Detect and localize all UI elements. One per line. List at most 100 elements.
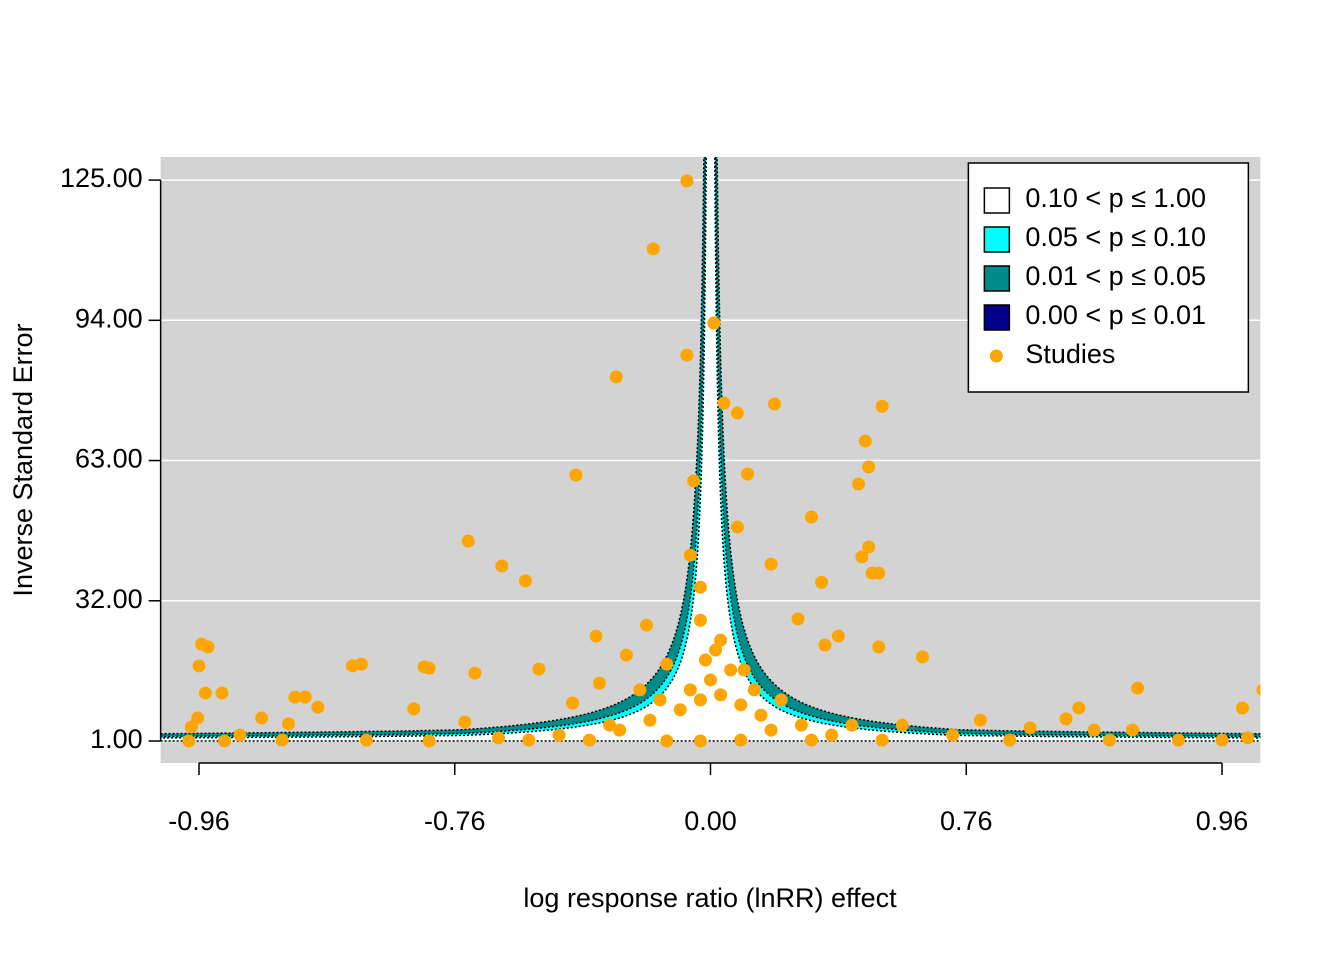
study-point — [1072, 701, 1086, 715]
study-point — [683, 548, 697, 562]
contour-line — [714, 157, 1261, 739]
study-point — [407, 702, 421, 716]
contour-line — [716, 157, 1261, 735]
study-point — [282, 717, 296, 731]
study-point — [673, 703, 687, 717]
study-point — [734, 733, 748, 747]
study-point — [1235, 701, 1249, 715]
study-point — [1131, 681, 1145, 695]
x-axis-label: log response ratio (lnRR) effect — [523, 883, 897, 913]
study-point — [522, 733, 536, 747]
study-point — [815, 575, 829, 589]
study-point — [646, 242, 660, 256]
study-point — [354, 657, 368, 671]
legend-label: 0.01 < p ≤ 0.05 — [1025, 261, 1206, 291]
y-tick-label: 94.00 — [75, 303, 143, 333]
study-point — [495, 559, 509, 573]
study-point — [582, 733, 596, 747]
study-point — [660, 657, 674, 671]
study-point — [704, 673, 717, 687]
study-point — [916, 650, 930, 664]
contour-line — [714, 157, 1261, 738]
study-point — [724, 663, 738, 677]
x-tick-label: -0.96 — [168, 806, 230, 836]
study-point — [255, 711, 269, 725]
study-point — [215, 686, 229, 700]
contour-line — [160, 157, 707, 738]
study-point — [895, 718, 909, 732]
study-point — [737, 663, 751, 677]
y-tick-label: 32.00 — [75, 584, 143, 614]
contour-line — [160, 157, 707, 739]
study-point — [730, 406, 744, 420]
study-point — [613, 723, 627, 737]
study-point — [218, 734, 232, 748]
study-point — [182, 734, 196, 748]
study-point — [818, 638, 832, 652]
legend-swatch — [983, 265, 1011, 292]
study-point — [714, 688, 728, 702]
study-point — [693, 734, 707, 748]
study-point — [609, 370, 623, 384]
study-point — [862, 460, 876, 474]
study-point — [852, 477, 866, 491]
study-point — [422, 734, 436, 748]
study-point — [825, 728, 839, 742]
y-axis-label: Inverse Standard Error — [8, 323, 38, 596]
y-tick-label: 125.00 — [60, 163, 143, 193]
study-point — [1215, 733, 1229, 747]
study-point — [693, 613, 707, 627]
study-point — [1172, 733, 1186, 747]
x-tick-label: 0.96 — [1196, 806, 1249, 836]
study-point — [845, 718, 859, 732]
study-point — [794, 718, 808, 732]
study-point — [767, 397, 781, 411]
study-point — [875, 399, 889, 413]
study-point — [754, 708, 768, 722]
study-point — [872, 640, 886, 654]
contour-line — [160, 157, 705, 735]
study-point — [862, 540, 876, 554]
study-point — [191, 711, 205, 725]
study-point — [1256, 683, 1261, 696]
study-point — [660, 734, 674, 748]
study-point — [1003, 733, 1017, 747]
study-point — [1102, 733, 1116, 747]
study-point — [1023, 721, 1037, 735]
study-point — [468, 666, 482, 680]
x-tick-label: 0.76 — [940, 806, 993, 836]
study-point — [730, 520, 744, 534]
study-point — [201, 640, 215, 654]
study-point — [458, 715, 472, 729]
study-point — [518, 574, 532, 588]
legend-box — [967, 162, 1250, 393]
study-point — [946, 728, 960, 742]
study-point — [791, 612, 805, 626]
plot-area — [160, 157, 1261, 748]
study-point — [747, 683, 761, 697]
study-point — [1087, 723, 1101, 737]
study-point — [683, 683, 697, 697]
study-point — [680, 348, 694, 362]
study-point — [491, 731, 505, 745]
study-point — [698, 653, 712, 667]
study-point — [233, 728, 247, 742]
legend-label: 0.00 < p ≤ 0.01 — [1025, 300, 1206, 330]
study-point — [855, 550, 869, 564]
study-point — [875, 733, 889, 747]
study-point — [693, 580, 707, 594]
study-point — [619, 648, 633, 662]
study-point — [275, 733, 289, 747]
study-point — [592, 676, 606, 690]
study-point — [603, 718, 617, 732]
study-point — [858, 434, 872, 448]
study-point — [360, 733, 374, 747]
study-point — [764, 723, 778, 737]
study-point — [680, 174, 694, 188]
study-point — [707, 316, 721, 330]
study-point — [552, 728, 566, 742]
study-point — [774, 693, 788, 707]
legend-label: 0.10 < p ≤ 1.00 — [1025, 183, 1206, 213]
study-point — [643, 713, 657, 727]
study-point — [633, 683, 647, 697]
